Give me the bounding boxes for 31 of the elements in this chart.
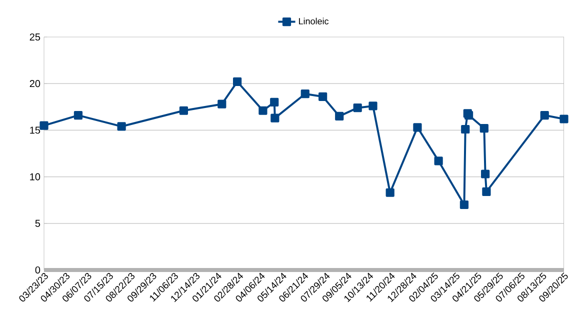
point: [461, 124, 470, 134]
point: [480, 124, 488, 133]
point: [74, 110, 83, 120]
point: [482, 187, 491, 196]
point: [481, 170, 490, 178]
y-tick-label: 0: [35, 266, 40, 274]
point: [560, 114, 568, 124]
point: [413, 123, 422, 132]
point: [218, 100, 226, 108]
point: [318, 92, 328, 101]
y-tick-label: 10: [30, 173, 40, 180]
point: [270, 98, 279, 107]
point: [258, 106, 268, 115]
point: [386, 188, 394, 197]
legend-label: Linoleic: [299, 18, 329, 24]
point: [353, 104, 362, 112]
point: [270, 114, 280, 122]
point: [540, 110, 549, 120]
point: [460, 200, 469, 210]
point: [434, 156, 443, 166]
y-tick-label: 5: [35, 220, 40, 227]
y-tick-label: 25: [30, 33, 40, 41]
point: [117, 122, 126, 131]
point: [232, 77, 242, 86]
point: [179, 106, 188, 115]
point: [335, 112, 344, 121]
point: [40, 121, 48, 130]
y-tick-label: 20: [30, 80, 40, 88]
point: [368, 102, 378, 110]
point: [300, 90, 310, 98]
y-tick-label: 15: [30, 126, 40, 134]
